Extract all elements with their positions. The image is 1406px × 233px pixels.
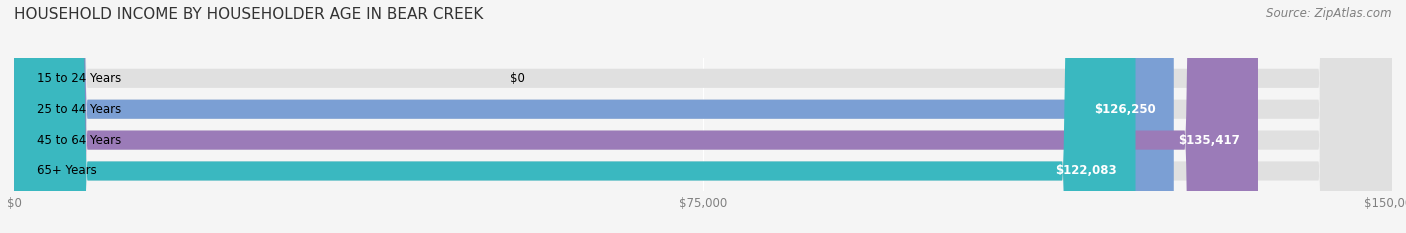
FancyBboxPatch shape (14, 0, 1392, 233)
Text: 25 to 44 Years: 25 to 44 Years (37, 103, 121, 116)
FancyBboxPatch shape (14, 0, 1392, 233)
Text: $126,250: $126,250 (1094, 103, 1156, 116)
Text: Source: ZipAtlas.com: Source: ZipAtlas.com (1267, 7, 1392, 20)
FancyBboxPatch shape (14, 0, 1392, 233)
FancyBboxPatch shape (14, 0, 1136, 233)
Text: 15 to 24 Years: 15 to 24 Years (37, 72, 121, 85)
Text: $0: $0 (510, 72, 524, 85)
Text: 65+ Years: 65+ Years (37, 164, 97, 178)
Text: HOUSEHOLD INCOME BY HOUSEHOLDER AGE IN BEAR CREEK: HOUSEHOLD INCOME BY HOUSEHOLDER AGE IN B… (14, 7, 484, 22)
Text: 45 to 64 Years: 45 to 64 Years (37, 134, 121, 147)
FancyBboxPatch shape (14, 0, 1258, 233)
Text: $122,083: $122,083 (1056, 164, 1118, 178)
Text: $135,417: $135,417 (1178, 134, 1240, 147)
FancyBboxPatch shape (14, 0, 1174, 233)
FancyBboxPatch shape (14, 0, 1392, 233)
